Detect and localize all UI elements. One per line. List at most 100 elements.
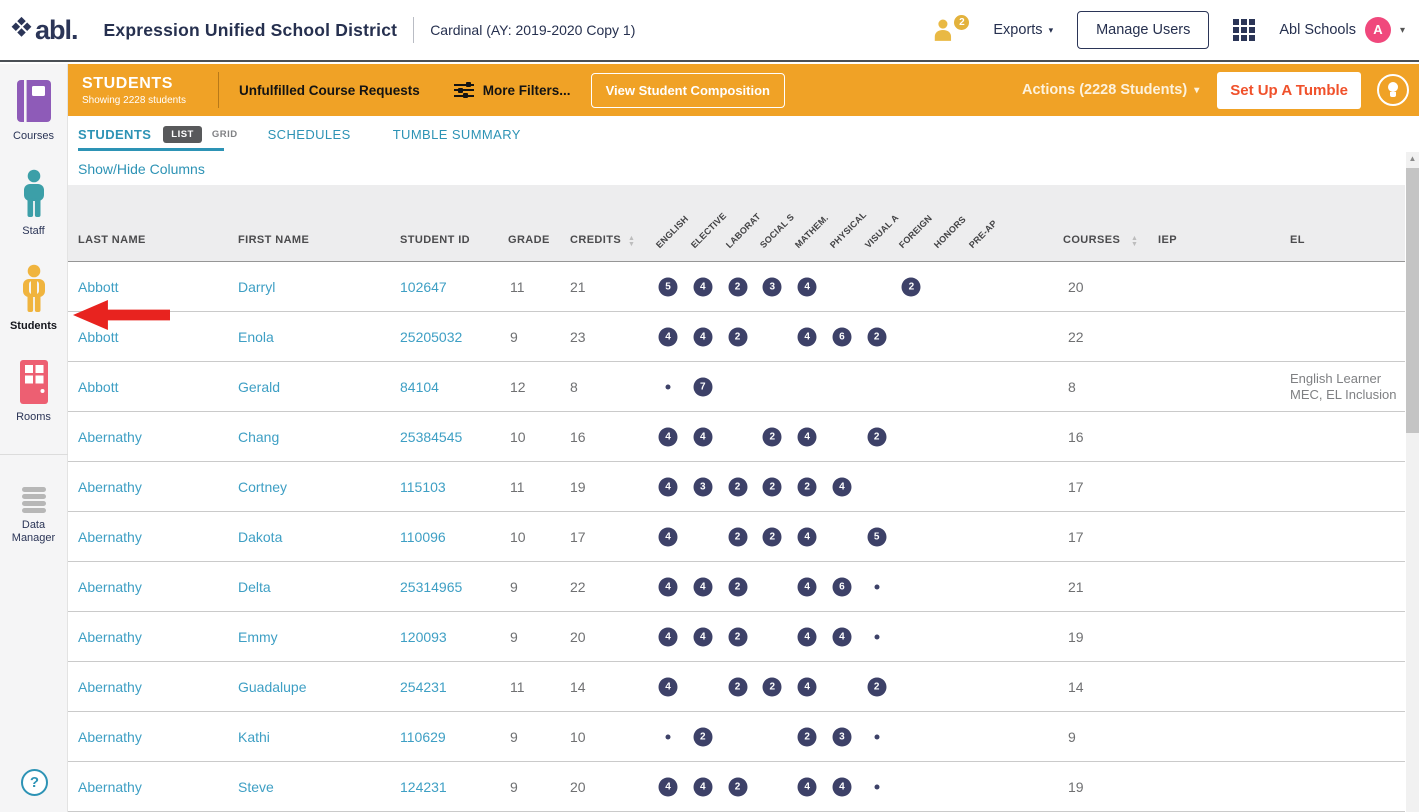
table-row: AbernathySteve1242319204424419: [68, 762, 1405, 812]
column-header-pre-ap: PRE-AP: [967, 218, 999, 250]
cell-grade: 9: [510, 579, 518, 595]
cell-student-id[interactable]: 25314965: [400, 579, 462, 595]
set-up-tumble-button[interactable]: Set Up A Tumble: [1217, 72, 1361, 109]
cell-first-name[interactable]: Dakota: [238, 529, 282, 545]
cell-last-name[interactable]: Abbott: [78, 379, 118, 395]
subject-count-badge-physical: 3: [832, 727, 851, 746]
app-grid-icon[interactable]: [1233, 19, 1255, 41]
column-header-last-name[interactable]: LAST NAME: [78, 234, 146, 246]
sort-courses[interactable]: ▲ ▼: [1131, 236, 1138, 248]
cell-student-id[interactable]: 120093: [400, 629, 447, 645]
column-header-student-id[interactable]: STUDENT ID: [400, 234, 470, 246]
cell-last-name[interactable]: Abernathy: [78, 579, 142, 595]
lightbulb-help-icon[interactable]: [1377, 74, 1409, 106]
abl-logo[interactable]: abl.: [14, 15, 78, 46]
subject-count-badge-elective: 3: [693, 477, 712, 496]
cell-first-name[interactable]: Kathi: [238, 729, 270, 745]
exports-dropdown[interactable]: Exports ▾: [993, 22, 1053, 38]
sidebar-item-students[interactable]: Students: [2, 264, 66, 333]
view-student-composition-button[interactable]: View Student Composition: [591, 73, 785, 108]
actions-dropdown[interactable]: Actions (2228 Students) ▾: [1022, 82, 1199, 98]
cell-first-name[interactable]: Gerald: [238, 379, 280, 395]
cell-last-name[interactable]: Abernathy: [78, 479, 142, 495]
help-button[interactable]: ?: [21, 769, 48, 796]
schedule-context: Cardinal (AY: 2019-2020 Copy 1): [430, 22, 635, 38]
account-menu[interactable]: Abl Schools A ▾: [1279, 17, 1405, 43]
cell-first-name[interactable]: Chang: [238, 429, 279, 445]
subject-count-badge-laborat: 2: [728, 277, 747, 296]
list-view-toggle[interactable]: LIST: [163, 126, 202, 143]
cell-last-name[interactable]: Abbott: [78, 279, 118, 295]
sort-credits[interactable]: ▲ ▼: [628, 236, 635, 248]
cell-student-id[interactable]: 25384545: [400, 429, 462, 445]
cell-first-name[interactable]: Delta: [238, 579, 271, 595]
sidebar-item-data-manager[interactable]: Data Manager: [2, 477, 66, 545]
tab-students[interactable]: STUDENTS: [78, 127, 151, 142]
cell-last-name[interactable]: Abernathy: [78, 679, 142, 695]
column-header-credits[interactable]: CREDITS: [570, 234, 621, 246]
sidebar-item-staff[interactable]: Staff: [2, 169, 66, 238]
cell-credits: 20: [570, 629, 586, 645]
subject-count-badge-laborat: 2: [728, 577, 747, 596]
vertical-scrollbar[interactable]: ▲: [1406, 152, 1419, 812]
cell-student-id[interactable]: 84104: [400, 379, 439, 395]
active-users-indicator[interactable]: 2: [931, 17, 969, 43]
column-header-grade[interactable]: GRADE: [508, 234, 550, 246]
subject-count-badge-social-s: 3: [763, 277, 782, 296]
manage-users-button[interactable]: Manage Users: [1077, 11, 1209, 49]
cell-first-name[interactable]: Emmy: [238, 629, 278, 645]
students-toolbar: STUDENTS Showing 2228 students Unfulfill…: [68, 64, 1419, 116]
column-header-el[interactable]: EL: [1290, 234, 1305, 246]
unfulfilled-course-requests-filter[interactable]: Unfulfilled Course Requests: [239, 83, 420, 98]
cell-student-id[interactable]: 110629: [400, 729, 446, 745]
cell-last-name[interactable]: Abernathy: [78, 529, 142, 545]
sidebar-item-courses[interactable]: Courses: [2, 78, 66, 143]
cell-last-name[interactable]: Abernathy: [78, 729, 142, 745]
cell-student-id[interactable]: 110096: [400, 529, 446, 545]
cell-student-id[interactable]: 124231: [400, 779, 447, 795]
cell-credits: 23: [570, 329, 586, 345]
cell-credits: 17: [570, 529, 586, 545]
cell-student-id[interactable]: 115103: [400, 479, 446, 495]
cell-last-name[interactable]: Abernathy: [78, 629, 142, 645]
sidebar-item-rooms[interactable]: Rooms: [2, 359, 66, 424]
cell-last-name[interactable]: Abernathy: [78, 779, 142, 795]
cell-first-name[interactable]: Enola: [238, 329, 274, 345]
subject-count-badge-visual-a: [874, 634, 879, 639]
scroll-up-arrow-icon[interactable]: ▲: [1406, 152, 1419, 166]
filters-icon: [454, 83, 474, 98]
cell-grade: 9: [510, 629, 518, 645]
cell-student-id[interactable]: 25205032: [400, 329, 462, 345]
more-filters-link[interactable]: More Filters...: [483, 83, 571, 98]
column-header-courses[interactable]: COURSES: [1063, 234, 1120, 246]
table-row: AbernathyCortney115103111943222417: [68, 462, 1405, 512]
grid-view-toggle[interactable]: GRID: [212, 129, 238, 140]
subject-count-badge-english: [666, 734, 671, 739]
cell-credits: 20: [570, 779, 586, 795]
cell-first-name[interactable]: Guadalupe: [238, 679, 307, 695]
table-row: AbbottGerald8410412878English LearnerMEC…: [68, 362, 1405, 412]
cell-last-name[interactable]: Abernathy: [78, 429, 142, 445]
subject-count-badge-laborat: 2: [728, 527, 747, 546]
cell-first-name[interactable]: Steve: [238, 779, 274, 795]
subject-count-badge-elective: 4: [693, 777, 712, 796]
tab-schedules[interactable]: SCHEDULES: [268, 127, 351, 142]
subject-count-badge-english: 4: [659, 327, 678, 346]
cell-first-name[interactable]: Darryl: [238, 279, 275, 295]
cell-grade: 12: [510, 379, 526, 395]
subject-count-badge-english: 4: [659, 577, 678, 596]
toolbar-divider: [218, 72, 219, 108]
scrollbar-thumb[interactable]: [1406, 168, 1419, 433]
cell-last-name[interactable]: Abbott: [78, 329, 118, 345]
column-header-first-name[interactable]: FIRST NAME: [238, 234, 309, 246]
cell-first-name[interactable]: Cortney: [238, 479, 287, 495]
cell-credits: 16: [570, 429, 586, 445]
table-header: LAST NAME FIRST NAME STUDENT ID GRADE CR…: [68, 185, 1405, 262]
sort-down-icon: ▼: [1131, 242, 1138, 248]
column-header-iep[interactable]: IEP: [1158, 234, 1177, 246]
cell-student-id[interactable]: 102647: [400, 279, 447, 295]
show-hide-columns-link[interactable]: Show/Hide Columns: [78, 161, 205, 177]
subject-count-badge-foreign: 2: [902, 277, 921, 296]
cell-student-id[interactable]: 254231: [400, 679, 447, 695]
tab-tumble-summary[interactable]: TUMBLE SUMMARY: [393, 127, 521, 142]
